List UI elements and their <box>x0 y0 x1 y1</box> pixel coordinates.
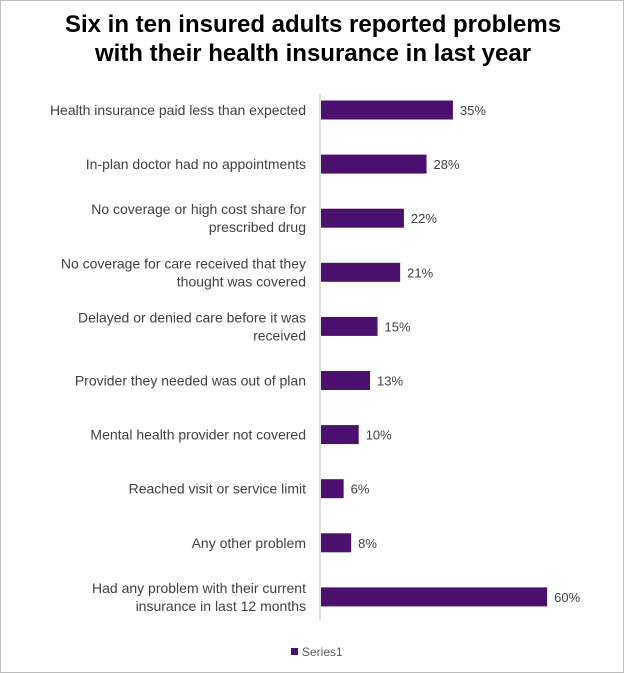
category-label: No coverage or high cost share for <box>91 201 306 217</box>
bar <box>321 371 370 390</box>
category-label: insurance in last 12 months <box>136 598 306 614</box>
legend-label: Series1 <box>302 645 343 659</box>
data-label: 8% <box>358 536 377 551</box>
bar <box>321 533 352 553</box>
category-label: prescribed drug <box>209 219 306 235</box>
chart-title: Six in ten insured adults reported probl… <box>65 11 561 67</box>
data-label: 22% <box>411 211 437 226</box>
bar <box>321 587 548 607</box>
legend: Series1 <box>291 645 343 659</box>
category-label: Health insurance paid less than expected <box>50 102 306 118</box>
bar <box>321 100 453 120</box>
bar <box>321 208 404 228</box>
chart-title-line: with their health insurance in last year <box>94 40 531 67</box>
data-label: 60% <box>554 590 580 605</box>
category-label: Delayed or denied care before it was <box>78 309 306 325</box>
bars <box>321 100 548 607</box>
category-label: thought was covered <box>177 273 306 289</box>
category-label: Provider they needed was out of plan <box>75 373 306 389</box>
category-label: Reached visit or service limit <box>129 481 306 497</box>
category-label: No coverage for care received that they <box>61 255 306 271</box>
bar <box>321 262 401 282</box>
data-label: 35% <box>460 103 486 118</box>
data-label: 13% <box>377 374 403 389</box>
bar <box>321 479 344 499</box>
data-label: 10% <box>366 428 392 443</box>
category-labels: Health insurance paid less than expected… <box>50 102 306 614</box>
category-label: Any other problem <box>192 535 306 551</box>
value-labels: 35% 28% 22% 21% 15% 13% 10% 6% 8% 60% <box>351 103 581 605</box>
data-label: 15% <box>385 319 411 334</box>
legend-swatch <box>291 648 298 655</box>
chart-title-line: Six in ten insured adults reported probl… <box>65 11 561 38</box>
category-label: Mental health provider not covered <box>90 427 306 443</box>
bar <box>321 154 427 174</box>
category-label: Had any problem with their current <box>92 580 306 596</box>
bar <box>321 316 378 336</box>
category-label: In-plan doctor had no appointments <box>86 156 306 172</box>
data-label: 6% <box>351 482 370 497</box>
data-label: 21% <box>407 265 433 280</box>
category-label: received <box>253 327 306 343</box>
bar <box>321 425 359 445</box>
data-label: 28% <box>434 157 460 172</box>
